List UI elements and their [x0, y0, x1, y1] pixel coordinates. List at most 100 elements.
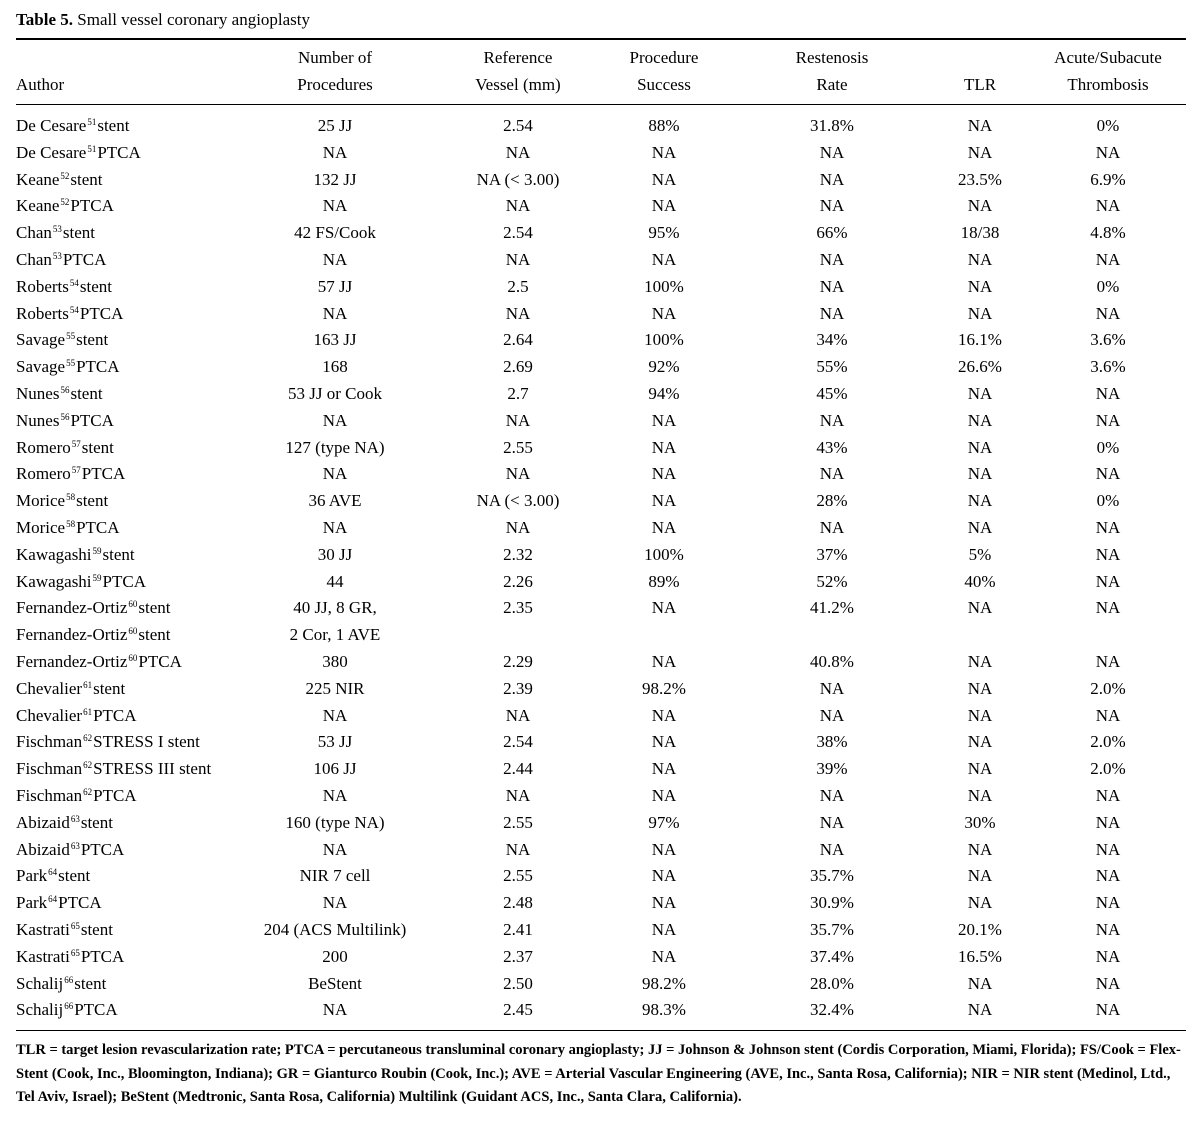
author-group: PTCA: [74, 1000, 118, 1020]
table-body: De Cesare51stent 25 JJ 2.54 88% 31.8% NA 0% De …: [16, 105, 1186, 1030]
header-rule: [16, 104, 1186, 105]
table-row: Fernandez-Ortiz60stent 40 JJ, 8 GR, 2.35 NA…: [16, 595, 1186, 622]
table-header: Number of Reference Procedure Restenosis…: [16, 40, 1186, 105]
table-row: Morice58stent 36 AVE NA (< 3.00) NA 28% NA 0%: [16, 488, 1186, 515]
procedure-success-cell: NA: [651, 437, 677, 457]
reference-vessel-cell: NA: [505, 785, 531, 805]
table-row: Abizaid63stent 160 (type NA) 2.55 97% NA 30% N…: [16, 810, 1186, 837]
procedure-success-cell: 88%: [648, 116, 680, 135]
author-group: PTCA: [58, 893, 102, 913]
header-cell: Procedures: [297, 75, 373, 94]
restenosis-rate-cell: 41.2%: [810, 598, 854, 618]
procedures-cell: 132 JJ: [313, 169, 357, 189]
table-row: Morice58PTCA NA NA NA NA NA NA: [16, 515, 1186, 542]
reference-number: 52: [60, 170, 70, 181]
thrombosis-cell: 3.6%: [1090, 357, 1126, 377]
restenosis-rate-cell: 52%: [816, 571, 848, 591]
author-group: stent: [81, 437, 114, 457]
table-row: Kastrati65PTCA 200 2.37 NA 37.4% 16.5% NA: [16, 944, 1186, 971]
author-group: PTCA: [80, 839, 125, 859]
author-cell: Kastrati65stent: [16, 917, 228, 944]
reference-vessel-cell: 2.44: [503, 759, 533, 779]
procedures-cell: NA: [322, 839, 348, 859]
author-name: Romero: [16, 437, 71, 457]
author-name: Nunes: [16, 410, 60, 430]
author-name: Abizaid: [16, 839, 70, 859]
author-name: Chan: [16, 223, 52, 243]
reference-vessel-cell: 2.37: [503, 946, 533, 966]
thrombosis-cell: NA: [1095, 812, 1121, 832]
author-cell: Nunes56stent: [16, 381, 228, 408]
author-name: Kawagashi: [16, 544, 92, 564]
tlr-cell: 16.1%: [958, 330, 1002, 350]
thrombosis-cell: NA: [1095, 1000, 1121, 1020]
reference-number: 66: [64, 974, 74, 985]
author-name: Kawagashi: [16, 571, 92, 591]
procedures-cell: 25 JJ: [317, 116, 353, 135]
reference-vessel-cell: NA: [505, 705, 531, 725]
table-row: Nunes56stent 53 JJ or Cook 2.7 94% 45% NA NA: [16, 381, 1186, 408]
procedures-cell: NA: [322, 705, 348, 725]
table-row: Chan53PTCA NA NA NA NA NA NA: [16, 247, 1186, 274]
procedures-cell: 168: [322, 357, 348, 377]
author-cell: Abizaid63PTCA: [16, 837, 228, 864]
procedure-success-cell: NA: [651, 866, 677, 886]
author-group: stent: [138, 625, 171, 645]
table-row: Nunes56PTCA NA NA NA NA NA NA: [16, 408, 1186, 435]
reference-number: 52: [60, 197, 70, 208]
reference-vessel-cell: 2.54: [503, 116, 533, 135]
procedure-success-cell: NA: [651, 893, 677, 913]
tlr-cell: NA: [967, 785, 993, 805]
reference-vessel-cell: NA (< 3.00): [476, 491, 560, 511]
procedure-success-cell: NA: [651, 517, 677, 537]
header-row-1: Number of Reference Procedure Restenosis…: [16, 40, 1186, 71]
thrombosis-cell: NA: [1095, 571, 1121, 591]
table-row: Romero57PTCA NA NA NA NA NA NA: [16, 461, 1186, 488]
tlr-cell: NA: [967, 517, 993, 537]
restenosis-rate-cell: 34%: [816, 330, 848, 350]
reference-number: 59: [92, 545, 102, 556]
tlr-cell: NA: [967, 973, 993, 993]
tlr-cell: 18/38: [960, 223, 1000, 243]
procedure-success-cell: NA: [651, 464, 677, 484]
table-row: Fernandez-Ortiz60stent 2 Cor, 1 AVE: [16, 622, 1186, 649]
table-row: Fernandez-Ortiz60PTCA 380 2.29 NA 40.8% NA NA: [16, 649, 1186, 676]
author-group: PTCA: [97, 142, 141, 162]
tlr-cell: NA: [967, 651, 993, 671]
table-row: Chan53stent 42 FS/Cook 2.54 95% 66% 18/38 4.8%: [16, 220, 1186, 247]
reference-number: 62: [83, 760, 93, 771]
tlr-cell: [930, 622, 1030, 649]
reference-number: 54: [69, 277, 79, 288]
table-row: De Cesare51stent 25 JJ 2.54 88% 31.8% NA 0%: [16, 105, 1186, 140]
author-cell: Chan53PTCA: [16, 247, 228, 274]
author-name: Park: [16, 866, 48, 886]
restenosis-rate-cell: NA: [819, 303, 845, 323]
author-group: stent: [62, 223, 95, 243]
author-name: Fernandez-Ortiz: [16, 598, 128, 618]
procedure-success-cell: NA: [651, 785, 677, 805]
procedure-success-cell: NA: [651, 946, 677, 966]
tlr-cell: NA: [967, 893, 993, 913]
reference-number: 56: [60, 384, 70, 395]
reference-number: 51: [87, 117, 97, 127]
author-group: PTCA: [70, 196, 114, 216]
procedure-success-cell: 94%: [648, 383, 680, 403]
tlr-cell: NA: [967, 759, 993, 779]
thrombosis-cell: 2.0%: [1090, 732, 1126, 752]
reference-number: 60: [128, 626, 138, 637]
author-name: Fischman: [16, 759, 83, 779]
tlr-cell: NA: [967, 383, 993, 403]
author-cell: Keane52stent: [16, 167, 228, 194]
thrombosis-cell: NA: [1095, 651, 1121, 671]
procedure-success-cell: 98.3%: [642, 1000, 686, 1020]
procedure-success-cell: 95%: [648, 223, 680, 243]
table-row: Romero57stent 127 (type NA) 2.55 NA 43% NA 0%: [16, 435, 1186, 462]
thrombosis-cell: NA: [1095, 142, 1121, 162]
author-name: Roberts: [16, 276, 69, 296]
thrombosis-cell: NA: [1095, 410, 1121, 430]
author-name: Nunes: [16, 383, 60, 403]
author-cell: Fernandez-Ortiz60stent: [16, 622, 228, 649]
author-cell: Romero57stent: [16, 435, 228, 462]
procedures-cell: 40 JJ, 8 GR,: [293, 598, 377, 618]
procedure-success-cell: NA: [651, 919, 677, 939]
